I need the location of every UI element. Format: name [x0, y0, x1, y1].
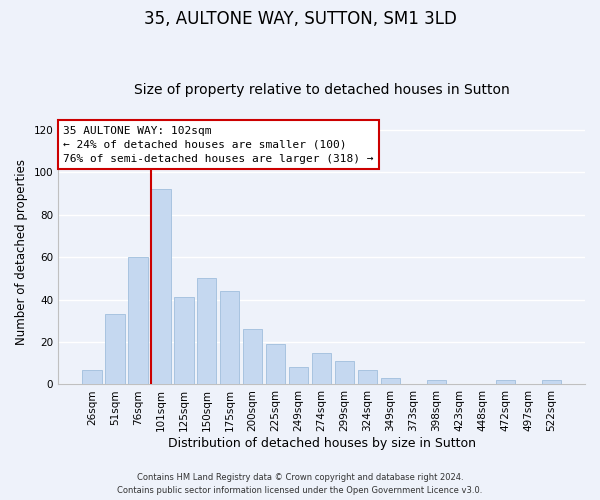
Bar [220, 291, 239, 384]
Bar [197, 278, 217, 384]
Y-axis label: Number of detached properties: Number of detached properties [15, 158, 28, 344]
Text: Contains HM Land Registry data © Crown copyright and database right 2024.
Contai: Contains HM Land Registry data © Crown c… [118, 473, 482, 495]
Bar [105, 314, 125, 384]
Bar [496, 380, 515, 384]
Bar [358, 370, 377, 384]
Bar [312, 352, 331, 384]
Bar [243, 329, 262, 384]
Bar [174, 298, 194, 384]
Bar [542, 380, 561, 384]
Bar [427, 380, 446, 384]
Bar [151, 189, 170, 384]
Title: Size of property relative to detached houses in Sutton: Size of property relative to detached ho… [134, 83, 509, 97]
Text: 35, AULTONE WAY, SUTTON, SM1 3LD: 35, AULTONE WAY, SUTTON, SM1 3LD [143, 10, 457, 28]
Bar [266, 344, 286, 385]
Bar [128, 257, 148, 384]
Bar [82, 370, 101, 384]
Bar [335, 361, 355, 384]
Bar [381, 378, 400, 384]
Bar [289, 368, 308, 384]
Text: 35 AULTONE WAY: 102sqm
← 24% of detached houses are smaller (100)
76% of semi-de: 35 AULTONE WAY: 102sqm ← 24% of detached… [64, 126, 374, 164]
X-axis label: Distribution of detached houses by size in Sutton: Distribution of detached houses by size … [167, 437, 476, 450]
